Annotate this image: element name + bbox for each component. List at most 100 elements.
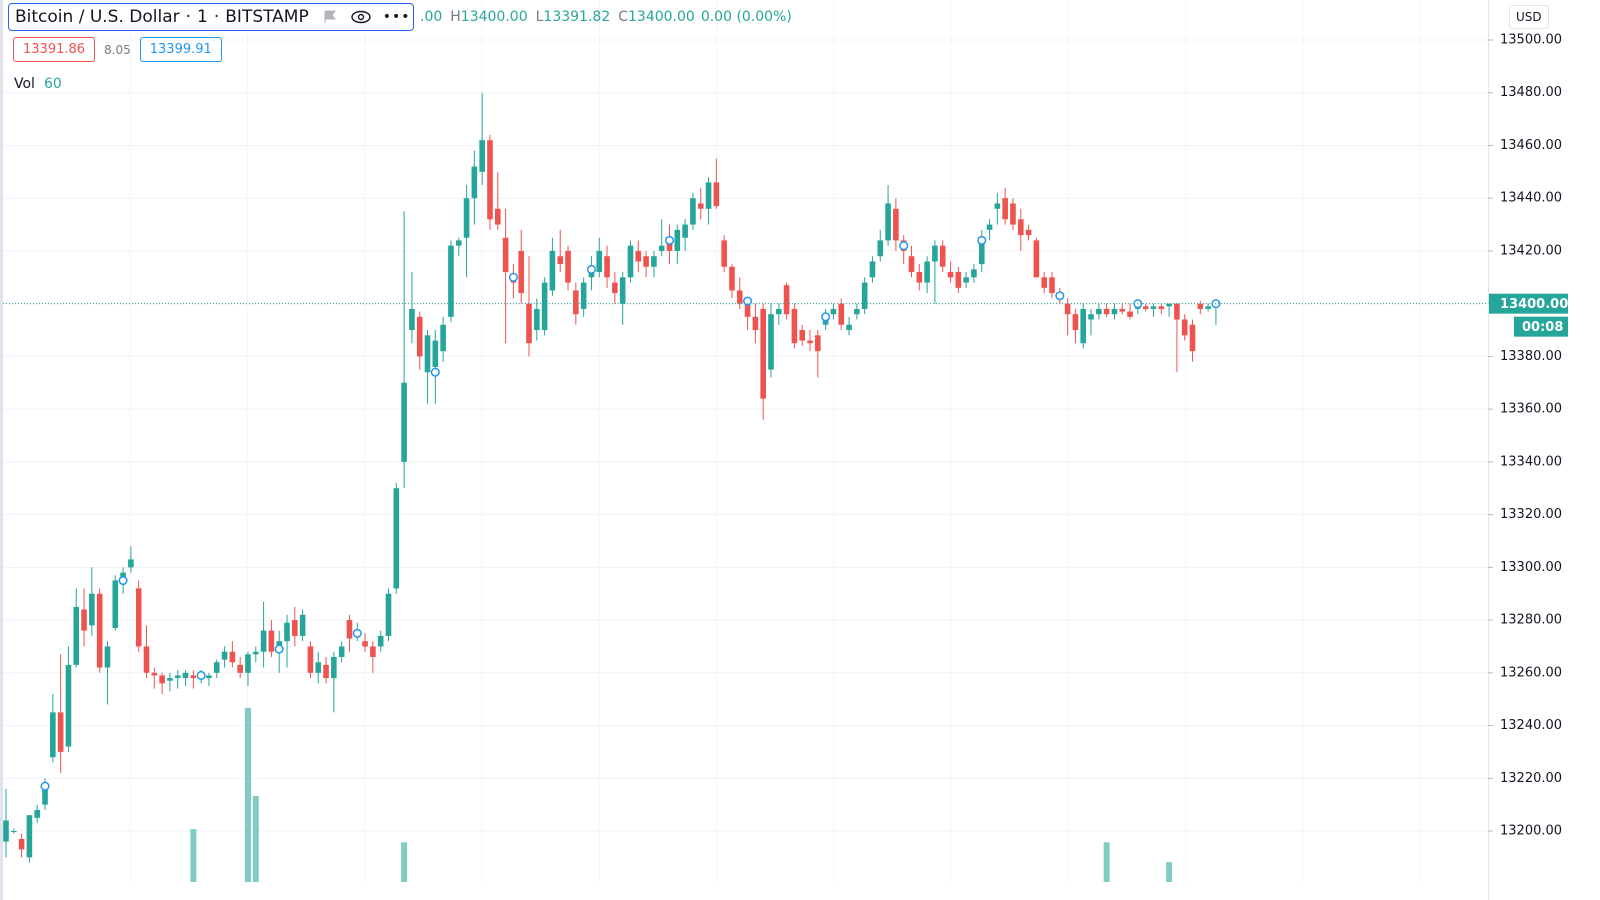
candle-body: [502, 237, 509, 273]
candle-body: [362, 641, 368, 647]
volume-legend: Vol 60: [14, 76, 62, 92]
candle-body: [416, 316, 423, 357]
y-tick-label: 13340.00: [1500, 454, 1562, 469]
trade-marker: [40, 781, 50, 791]
candle-body: [393, 488, 400, 589]
candle-body: [1010, 203, 1016, 225]
candle-body: [674, 229, 681, 251]
candle-body: [174, 675, 181, 679]
more-icon[interactable]: •••: [382, 9, 411, 25]
candle-body: [666, 240, 673, 251]
left-edge: [0, 0, 3, 900]
candle-body: [50, 712, 56, 758]
trade-marker: [977, 235, 987, 245]
candle-body: [494, 208, 501, 225]
bid-price[interactable]: 13391.86: [13, 37, 96, 62]
candle-body: [89, 593, 95, 626]
change-value: 0.00 (0.00%): [700, 9, 792, 25]
candle-body: [713, 182, 720, 207]
trade-marker: [196, 670, 206, 680]
spread: 8.05: [104, 42, 131, 57]
trade-marker: [1055, 291, 1065, 301]
candle-body: [128, 559, 134, 568]
trade-marker: [352, 628, 362, 638]
candle-body: [557, 256, 564, 265]
candle-body: [26, 815, 33, 858]
candle-body: [651, 256, 657, 267]
candle-body: [565, 250, 571, 283]
candle-body: [159, 675, 165, 684]
candle-body: [409, 308, 415, 331]
candle-body: [541, 282, 548, 331]
candle-body: [604, 256, 610, 278]
candle-body: [1064, 303, 1071, 315]
y-tick-label: 13440.00: [1500, 191, 1562, 206]
candle-body: [440, 324, 446, 352]
eye-icon[interactable]: [351, 10, 371, 24]
candle-body: [580, 282, 587, 309]
price-axis-panel: [1488, 0, 1568, 900]
candle-body: [705, 182, 712, 209]
candle-body: [596, 250, 603, 273]
candle-body: [237, 664, 243, 673]
candle-body: [112, 580, 119, 628]
open-fragment: .00: [420, 9, 443, 25]
candle-body: [916, 272, 923, 283]
candle-body: [268, 630, 275, 652]
y-tick-label: 13320.00: [1500, 507, 1562, 522]
ohlc-legend: .00 H 13400.00 L 13391.82 C 13400.00 0.0…: [420, 9, 792, 25]
volume-bar: [401, 842, 408, 882]
candle-body: [978, 237, 985, 265]
candle-body: [471, 166, 478, 199]
candle-body: [994, 203, 1001, 209]
candle-body: [752, 316, 759, 331]
candle-body: [229, 651, 236, 663]
candle-body: [1025, 229, 1032, 236]
candle-body: [768, 314, 774, 370]
flag-icon[interactable]: [323, 10, 337, 24]
candle-body: [1096, 308, 1102, 315]
countdown-label: 00:08: [1522, 320, 1563, 335]
y-tick-label: 13500.00: [1500, 32, 1562, 47]
candle-body: [307, 646, 314, 673]
currency-button[interactable]: USD: [1509, 5, 1549, 29]
y-tick-label: 13360.00: [1500, 402, 1562, 417]
candle-body: [73, 606, 80, 665]
candle-body: [612, 282, 618, 294]
candle-body: [1119, 308, 1126, 312]
candle-body: [534, 308, 540, 331]
candle-body: [206, 675, 212, 679]
y-tick-label: 13200.00: [1500, 824, 1562, 839]
candle-body: [213, 662, 220, 673]
candle-body: [323, 664, 329, 679]
candle-body: [736, 290, 743, 304]
candle-body: [815, 335, 821, 352]
low-value: 13391.82: [543, 9, 611, 25]
candle-body: [947, 272, 954, 278]
volume-bar: [252, 796, 259, 882]
y-tick-label: 13300.00: [1500, 560, 1562, 575]
candle-body: [34, 809, 41, 818]
candle-body: [1041, 277, 1047, 288]
candle-body: [135, 588, 142, 647]
candle-body: [1088, 314, 1094, 320]
countdown-box: [1514, 316, 1568, 337]
candle-body: [151, 672, 158, 676]
candle-body: [1150, 306, 1157, 309]
candle-body: [791, 308, 798, 344]
candle-body: [635, 250, 642, 262]
separator: ·: [213, 7, 220, 27]
candle-body: [643, 256, 649, 267]
bid-ask: 13391.86 8.05 13399.91: [13, 37, 222, 62]
candle-body: [448, 245, 454, 317]
candle-body: [463, 198, 470, 238]
symbol-box[interactable]: Bitcoin / U.S. Dollar · 1 · BITSTAMP •••: [8, 3, 414, 31]
candle-body: [549, 250, 556, 291]
volume-bar: [244, 707, 251, 882]
candle-body: [846, 324, 852, 331]
candle-body: [104, 646, 111, 668]
candle-body: [455, 240, 462, 246]
ask-price[interactable]: 13399.91: [139, 37, 222, 62]
trade-marker: [899, 241, 909, 251]
